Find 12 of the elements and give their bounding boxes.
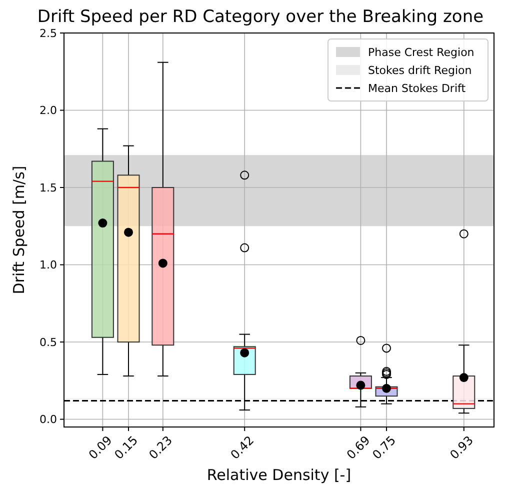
y-axis-title: Drift Speed [m/s] [10,166,28,294]
x-axis-title: Relative Density [-] [206,466,352,484]
y-tick-label: 1.5 [40,181,57,194]
y-tick-label: 1.0 [40,258,57,272]
legend-label: Mean Stokes Drift [368,82,466,95]
y-tick-label: 2.0 [40,104,57,118]
legend-label: Stokes drift Region [368,64,472,77]
legend-label: Phase Crest Region [368,46,474,59]
y-tick-label: 2.5 [40,26,57,40]
y-tick-label: 0.5 [40,336,57,349]
y-tick-label: 0.0 [40,413,57,426]
chart-title: Drift Speed per RD Category over the Breaking zone [37,7,484,27]
